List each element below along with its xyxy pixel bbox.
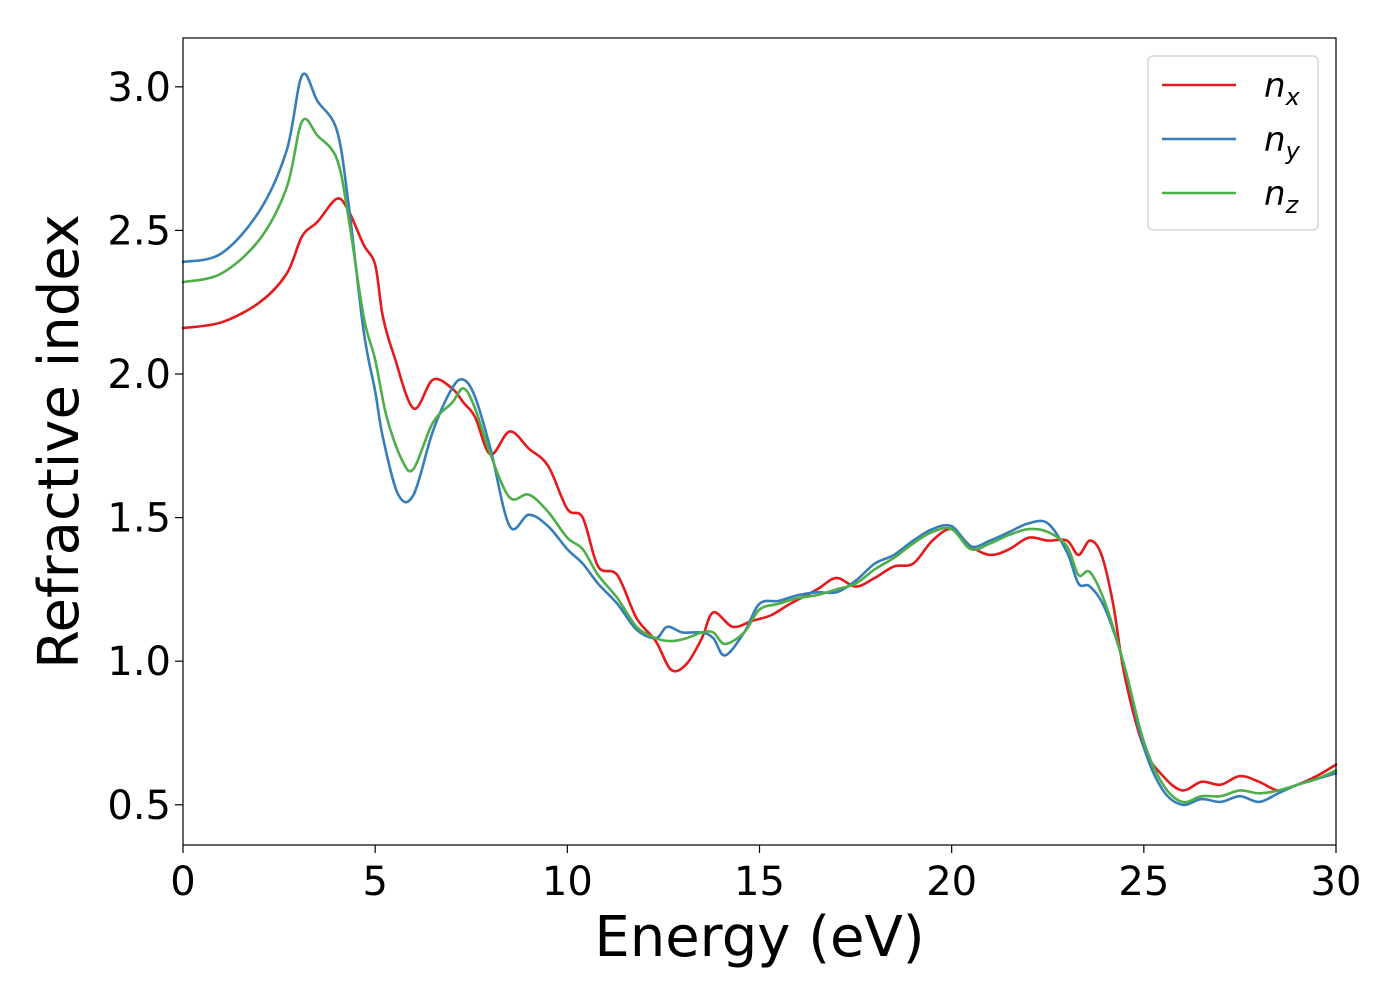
legend-label-subscript: y [1285,137,1301,165]
legend-label-subscript: z [1285,191,1300,219]
x-tick-label: 10 [542,859,593,905]
x-axis-ticks: 0 5 10 15 20 25 30 [170,845,1361,905]
x-tick-label: 0 [170,859,195,905]
y-tick-label: 2.5 [107,208,171,254]
x-axis-title: Energy (eV) [594,905,924,970]
x-tick-label: 5 [362,859,387,905]
series-layer [181,72,1338,807]
series-line-nz [181,117,1338,804]
y-tick-label: 1.0 [107,639,171,685]
y-tick-label: 3.0 [107,65,171,111]
y-tick-label: 1.5 [107,496,171,542]
y-axis-ticks: 0.5 1.0 1.5 2.0 2.5 3.0 [107,65,183,829]
legend-label-subscript: x [1285,83,1301,111]
y-axis-title: Refractive index [27,214,92,669]
x-tick-label: 25 [1118,859,1169,905]
y-tick-label: 0.5 [107,783,171,829]
x-tick-label: 30 [1311,859,1362,905]
y-tick-label: 2.0 [107,352,171,398]
x-tick-label: 15 [734,859,785,905]
x-tick-label: 20 [926,859,977,905]
legend-box [1147,55,1319,231]
